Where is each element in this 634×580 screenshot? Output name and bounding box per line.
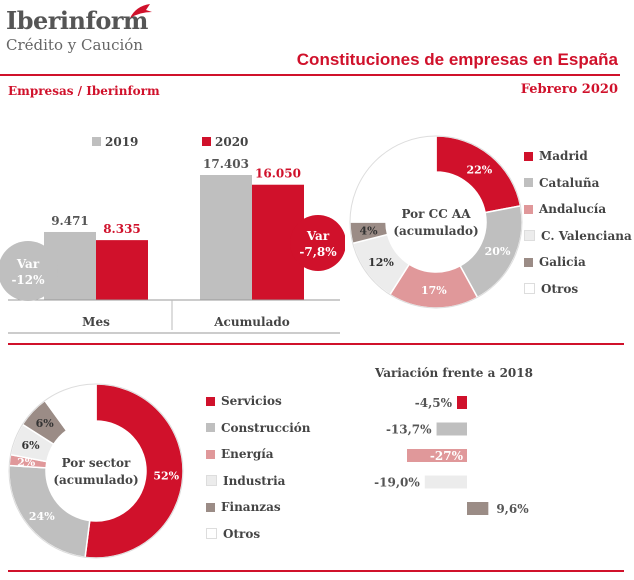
legend-swatch bbox=[206, 423, 215, 432]
legend-swatch bbox=[524, 151, 533, 161]
var-bubble bbox=[290, 215, 345, 271]
variation-bar-Finanzas bbox=[467, 502, 489, 515]
legend-label-2019: 2019 bbox=[105, 135, 138, 149]
legend-item-Galicia: Galicia bbox=[524, 255, 586, 269]
brand-subtitle: Crédito y Caución bbox=[6, 36, 143, 54]
donut-center-label: Por sector bbox=[62, 456, 131, 470]
legend-label-2020: 2020 bbox=[215, 135, 248, 149]
bottom-rule bbox=[8, 570, 624, 572]
legend-label: Otros bbox=[223, 526, 261, 541]
source-label: Empresas / Iberinform bbox=[8, 84, 160, 98]
variation-value-label: -19,0% bbox=[374, 476, 420, 490]
brand-logo-text: Iberinform bbox=[6, 6, 148, 35]
variation-value-label: -27% bbox=[430, 449, 464, 463]
bar-Acumulado-2019 bbox=[200, 175, 252, 300]
var-bubble-title: Var bbox=[16, 257, 40, 271]
legend-swatch bbox=[524, 257, 533, 267]
legend-label: Construcción bbox=[221, 420, 311, 435]
legend-item-Energía: Energía bbox=[206, 447, 274, 461]
legend-label: Galicia bbox=[539, 255, 586, 269]
donut-center-sublabel: (acumulado) bbox=[53, 473, 138, 487]
variation-title: Variación frente a 2018 bbox=[375, 366, 533, 380]
legend-label: C. Valenciana bbox=[541, 228, 632, 243]
bar-value-label: 17.403 bbox=[203, 157, 249, 171]
donut-outline bbox=[349, 135, 523, 309]
bar-chart: 2019 2020 9.471 8.335 Mes 17.403 16.050 Acumula… bbox=[0, 135, 345, 334]
report-title: Constituciones de empresas en España bbox=[296, 50, 618, 69]
legend-item-C. Valenciana: C. Valenciana bbox=[524, 229, 632, 243]
legend-item-Andalucía: Andalucía bbox=[524, 202, 606, 216]
var-bubble-value: -12% bbox=[11, 273, 45, 287]
variation-value-label: 9,6% bbox=[496, 502, 529, 516]
bar-Mes-2020 bbox=[96, 240, 148, 300]
donut-center-label: Por CC AA bbox=[401, 207, 471, 221]
bar-value-label: 16.050 bbox=[255, 167, 301, 181]
legend-swatch bbox=[206, 528, 217, 539]
top-rule bbox=[0, 74, 620, 76]
middle-rule bbox=[8, 343, 624, 345]
legend-label: Cataluña bbox=[539, 175, 600, 190]
logo-swoosh-icon bbox=[130, 4, 152, 18]
donut-outline bbox=[8, 383, 184, 559]
legend-swatch bbox=[524, 178, 533, 187]
variation-bar-Energía bbox=[407, 449, 467, 462]
legend-label: Otros bbox=[541, 281, 579, 296]
legend-swatch bbox=[206, 449, 215, 459]
bar-value-label: 9.471 bbox=[51, 214, 89, 228]
legend-swatch bbox=[524, 204, 533, 214]
legend-swatch-2020 bbox=[202, 137, 211, 146]
donut-center-sublabel: (acumulado) bbox=[393, 224, 478, 238]
category-label-Acumulado: Acumulado bbox=[213, 315, 290, 329]
legend-swatch-2019 bbox=[92, 137, 101, 146]
slice-label-Madrid: 22% bbox=[466, 164, 492, 177]
variation-bar-chart: -4,5% -13,7% -27% -19,0% 9,6% bbox=[374, 396, 529, 516]
legend-swatch bbox=[206, 396, 215, 406]
variation-bar-Construcción bbox=[436, 422, 467, 436]
legend-label: Finanzas bbox=[221, 500, 281, 514]
slice-label-C. Valenciana: 12% bbox=[368, 256, 394, 269]
legend-swatch bbox=[524, 283, 535, 294]
variation-value-label: -13,7% bbox=[386, 423, 432, 437]
category-label-Mes: Mes bbox=[82, 315, 110, 329]
legend-label: Servicios bbox=[221, 394, 282, 408]
legend-item-Servicios: Servicios bbox=[206, 394, 282, 408]
variation-bar-Servicios bbox=[457, 396, 467, 409]
period-label: Febrero 2020 bbox=[520, 82, 618, 97]
var-bubble bbox=[0, 241, 58, 301]
bar-value-label: 8.335 bbox=[103, 222, 141, 236]
slice-label-Andalucía: 17% bbox=[421, 284, 447, 297]
variation-value-label: -4,5% bbox=[415, 396, 453, 410]
legend-label: Energía bbox=[221, 447, 274, 461]
slice-label-Construcción: 24% bbox=[29, 510, 55, 523]
slice-label-Industria: 6% bbox=[22, 439, 41, 452]
slice-label-Energía: 2% bbox=[17, 456, 36, 469]
legend-item-Otros: Otros bbox=[206, 527, 260, 541]
legend-label: Andalucía bbox=[539, 202, 607, 216]
legend-label: Madrid bbox=[539, 149, 588, 163]
legend-item-Cataluña: Cataluña bbox=[524, 176, 599, 190]
pie-chart-ccaa: 22% 20% 17% 12% 4% Por CC AA (acumulado) bbox=[349, 135, 523, 309]
slice-label-Finanzas: 6% bbox=[36, 417, 55, 430]
var-bubble-value: -7,8% bbox=[299, 245, 337, 259]
legend-item-Finanzas: Finanzas bbox=[206, 500, 281, 514]
legend-label: Industria bbox=[223, 473, 286, 488]
legend-item-Otros: Otros bbox=[524, 282, 578, 296]
slice-label-Galicia: 4% bbox=[359, 225, 378, 238]
legend-swatch bbox=[206, 475, 217, 486]
legend-swatch bbox=[206, 502, 215, 512]
slice-label-Cataluña: 20% bbox=[485, 245, 511, 258]
variation-bar-Industria bbox=[424, 475, 467, 489]
legend-item-Industria: Industria bbox=[206, 474, 285, 488]
slice-label-Servicios: 52% bbox=[153, 469, 179, 482]
pie-chart-sector: 52% 24% 2% 6% 6% Por sector (acumulado) bbox=[8, 383, 184, 559]
legend-item-Madrid: Madrid bbox=[524, 149, 588, 163]
var-bubble-title: Var bbox=[306, 229, 330, 243]
legend-item-Construcción: Construcción bbox=[206, 421, 311, 435]
legend-swatch bbox=[524, 230, 535, 241]
